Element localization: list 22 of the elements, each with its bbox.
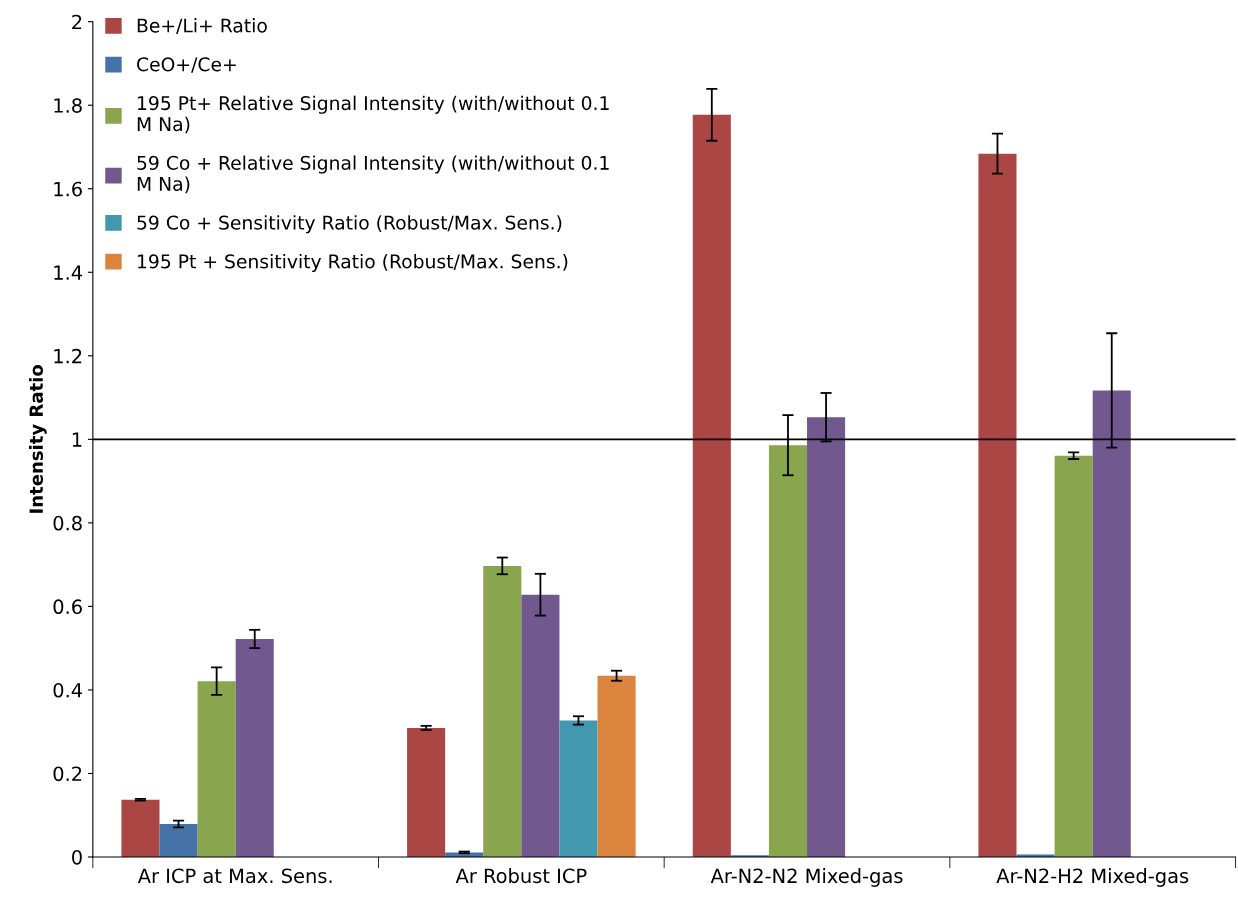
y-tick-label: 0 bbox=[72, 849, 82, 865]
y-axis-title: Intensity Ratio bbox=[29, 365, 47, 513]
x-tick-label: Ar ICP at Max. Sens. bbox=[137, 868, 332, 884]
legend-label: CeO+/Ce+ bbox=[137, 57, 236, 73]
y-tick-label: 0.4 bbox=[53, 682, 83, 698]
y-tick-label: 0.8 bbox=[53, 515, 82, 531]
x-tick-label: Ar-N2-H2 Mixed-gas bbox=[996, 868, 1189, 887]
y-tick-label: 1.4 bbox=[54, 265, 83, 280]
y-tick-label: 0.2 bbox=[53, 766, 82, 782]
y-tick-label: 1.6 bbox=[54, 181, 82, 197]
x-tick-label: Ar-N2-N2 Mixed-gas bbox=[710, 868, 903, 887]
x-tick-label: Ar Robust ICP bbox=[455, 868, 587, 884]
legend-label: 195 Pt+ Relative Signal Intensity (with/without 0.1 M Na) bbox=[137, 95, 609, 134]
y-tick-label: 1.2 bbox=[54, 348, 82, 364]
legend-label: 195 Pt + Sensitivity Ratio (Robust/Max. Sens.) bbox=[138, 253, 568, 273]
y-tick-label: 2 bbox=[72, 14, 82, 30]
legend-label: Be+/Li+ Ratio bbox=[137, 18, 267, 35]
legend-label: 59 Co + Sensitivity Ratio (Robust/Max. Sens.) bbox=[137, 215, 562, 234]
y-tick-label: 1 bbox=[72, 432, 82, 447]
y-tick-label: 1.8 bbox=[54, 98, 82, 113]
legend-label: 59 Co + Relative Signal Intensity (with/without 0.1 M Na) bbox=[137, 155, 609, 194]
y-tick-label: 0.6 bbox=[53, 599, 82, 615]
